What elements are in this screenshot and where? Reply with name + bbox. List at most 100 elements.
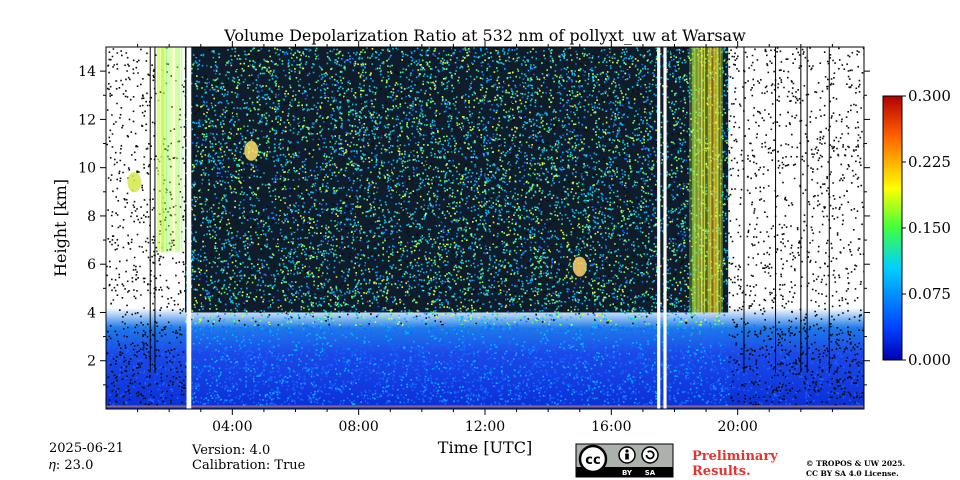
- colorbar-tick-label: 0.225: [908, 153, 951, 171]
- x-tick-label: 08:00: [338, 419, 378, 435]
- aerosol-column: [158, 47, 161, 253]
- aerosol-column: [158, 47, 161, 253]
- by-icon-body: [625, 453, 629, 460]
- aerosol-column: [708, 47, 710, 313]
- aerosol-column: [714, 47, 716, 313]
- aerosol-column: [703, 47, 705, 313]
- aerosol-column: [175, 47, 177, 253]
- aerosol-column: [160, 47, 163, 253]
- aerosol-column: [170, 47, 172, 253]
- x-tick-label: 12:00: [465, 419, 505, 435]
- aerosol-column: [171, 47, 174, 253]
- calibration-text: Calibration: True: [192, 458, 306, 473]
- aerosol-column: [160, 47, 162, 253]
- aerosol-column: [161, 47, 164, 253]
- aerosol-column: [715, 47, 717, 313]
- aerosol-column: [163, 47, 166, 253]
- by-text: BY: [622, 469, 633, 477]
- aerosol-column: [168, 47, 171, 253]
- aerosol-column: [713, 47, 716, 313]
- aerosol-column: [701, 47, 703, 313]
- aerosol-column: [706, 47, 708, 313]
- y-tick-label: 12: [78, 112, 96, 128]
- aerosol-column: [704, 47, 707, 313]
- preliminary-line-1: Preliminary: [692, 449, 778, 464]
- plot-area: [106, 47, 864, 409]
- aerosol-column: [714, 47, 716, 313]
- colorbar-tick-label: 0.075: [908, 285, 951, 303]
- aerosol-column: [719, 47, 721, 313]
- aerosol-column: [708, 47, 710, 313]
- aerosol-column: [709, 47, 712, 313]
- aerosol-column: [691, 47, 694, 313]
- aerosol-column: [707, 47, 709, 313]
- x-axis: 04:00 08:00 12:00 16:00 20:00: [137, 41, 833, 435]
- chart-title: Volume Depolarization Ratio at 532 nm of…: [223, 26, 746, 45]
- aerosol-column: [162, 47, 165, 253]
- y-tick-label: 10: [78, 161, 96, 177]
- aerosol-column: [166, 47, 169, 253]
- colorbar-axis: 0.000 0.075 0.150 0.225 0.300: [902, 87, 951, 369]
- speckle-group: [185, 47, 730, 406]
- aerosol-column: [161, 47, 164, 253]
- copyright-line-1: © TROPOS & UW 2025.: [806, 459, 906, 468]
- cloud-patch: [244, 140, 259, 161]
- aerosol-column: [710, 47, 712, 313]
- aerosol-column: [694, 47, 696, 313]
- aerosol-column: [181, 47, 183, 253]
- version-text: Version: 4.0: [192, 443, 271, 458]
- aerosol-column: [168, 47, 170, 253]
- ground-line: [106, 405, 864, 408]
- eta-text: 𝜂: 23.0: [49, 458, 94, 473]
- aerosol-column: [707, 47, 710, 313]
- aerosol-column: [720, 47, 722, 313]
- y-tick-label: 4: [87, 305, 96, 321]
- aerosol-column: [177, 47, 179, 253]
- aerosol-column: [157, 47, 159, 253]
- aerosol-column: [161, 47, 164, 253]
- aerosol-column: [703, 47, 706, 313]
- colorbar-tick-label: 0.000: [908, 351, 951, 369]
- y-axis: 2 4 6 8 10 12 14: [78, 64, 870, 386]
- aerosol-column: [703, 47, 705, 313]
- aerosol-column: [180, 47, 183, 253]
- aerosol-column: [698, 47, 700, 313]
- cc-text: cc: [585, 453, 600, 468]
- preliminary-label: Preliminary Results.: [692, 449, 778, 479]
- aerosol-column: [716, 47, 718, 313]
- aerosol-column: [712, 47, 714, 313]
- aerosol-column: [714, 47, 716, 313]
- aerosol-column: [176, 47, 179, 253]
- aerosol-column: [710, 47, 712, 313]
- aerosol-column: [717, 47, 719, 313]
- cc-license-badge: cc BY SA: [575, 443, 674, 478]
- aerosol-column: [703, 47, 706, 313]
- aerosol-column: [719, 47, 722, 313]
- aerosol-column: [694, 47, 696, 313]
- cloud-patch: [572, 256, 587, 277]
- aerosol-column: [696, 47, 699, 313]
- by-icon-head: [625, 449, 629, 453]
- aerosol-column: [157, 47, 159, 253]
- copyright-notice: © TROPOS & UW 2025. CC BY SA 4.0 License…: [806, 459, 905, 479]
- aerosol-column: [689, 47, 691, 313]
- cloud-patch: [127, 172, 142, 193]
- y-tick-label: 6: [87, 257, 96, 273]
- x-tick-label: 20:00: [717, 419, 757, 435]
- aerosol-column: [694, 47, 696, 313]
- data-gap: [657, 47, 661, 409]
- sa-icon: [641, 446, 659, 464]
- aerosol-column: [716, 47, 718, 313]
- aerosol-column: [703, 47, 705, 313]
- aerosol-column: [174, 47, 176, 253]
- data-gaps: [186, 47, 667, 409]
- aerosol-column: [698, 47, 700, 313]
- aerosol-column: [701, 47, 704, 313]
- aerosol-column: [709, 47, 711, 313]
- aerosol-column: [178, 47, 181, 253]
- data-gap: [186, 47, 192, 409]
- aerosol-column: [695, 47, 698, 313]
- copyright-line-2: CC BY SA 4.0 License.: [806, 469, 899, 478]
- y-tick-label: 8: [87, 209, 96, 225]
